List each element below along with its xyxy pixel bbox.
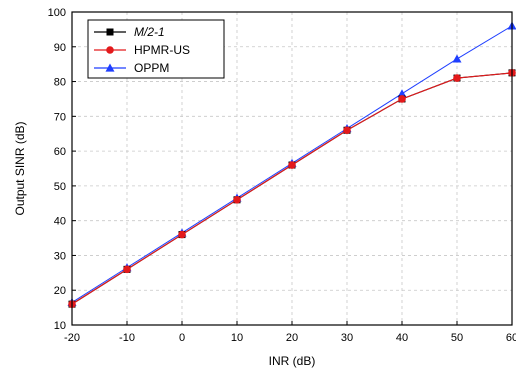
x-tick-label: 10: [231, 332, 243, 344]
legend-label: M/2-1: [134, 25, 165, 39]
legend-label: OPPM: [134, 61, 169, 75]
x-tick-label: 50: [451, 332, 463, 344]
y-tick-label: 20: [54, 285, 66, 297]
data-point: [178, 230, 186, 239]
data-point: [397, 89, 407, 98]
legend-marker: [105, 63, 115, 72]
y-tick-label: 90: [54, 42, 66, 54]
y-tick-label: 40: [54, 216, 66, 228]
y-tick-label: 50: [54, 181, 66, 193]
x-tick-label: 40: [396, 332, 408, 344]
y-tick-label: 10: [54, 320, 66, 332]
legend: M/2-1 HPMR-US OPPM: [87, 19, 225, 79]
legend-item: OPPM: [94, 61, 169, 75]
data-point: [398, 95, 406, 103]
legend-label: HPMR-US: [134, 43, 190, 57]
x-axis-label: INR (dB): [269, 354, 316, 368]
x-tick-label: -20: [64, 332, 80, 344]
y-tick-label: 70: [54, 111, 66, 123]
x-tick-label: 20: [286, 332, 298, 344]
y-tick-label: 60: [54, 146, 66, 158]
legend-marker: [106, 28, 114, 36]
data-point: [453, 74, 461, 82]
data-point: [343, 126, 351, 135]
y-tick-label: 100: [48, 7, 66, 19]
x-tick-label: 60: [506, 332, 516, 344]
x-tick-label: -10: [119, 332, 135, 344]
data-point: [288, 161, 296, 169]
data-point: [123, 265, 131, 274]
x-tick-label: 0: [179, 332, 185, 344]
data-point: [233, 196, 241, 204]
legend-item: M/2-1: [94, 25, 165, 39]
legend-marker: [106, 46, 114, 54]
ticks: -20 -10 0 10 20 30 40 50 60 10 20 30 40 50 60 70 80 90 100: [48, 7, 516, 344]
x-tick-label: 30: [341, 332, 353, 344]
legend-item: HPMR-US: [94, 43, 190, 57]
data-point: [452, 54, 462, 63]
y-axis-label: Output SINR (dB): [13, 121, 27, 215]
series-hpmr-us: [68, 69, 516, 308]
y-tick-label: 30: [54, 250, 66, 262]
y-tick-label: 80: [54, 77, 66, 89]
